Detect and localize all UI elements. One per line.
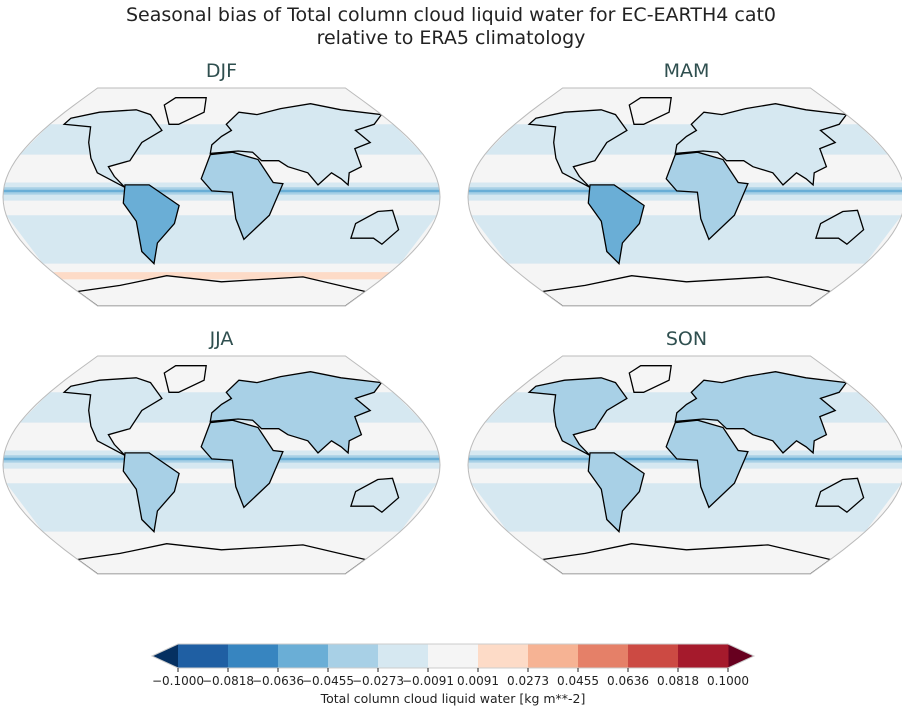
map-panel-jja (2, 355, 441, 575)
coastline-africa (200, 419, 284, 509)
coastline-greenland (628, 97, 672, 125)
coastline-africa (665, 419, 749, 509)
coastline-namerica (62, 109, 163, 188)
colorbar-tick-label: 0.1000 (707, 674, 749, 688)
map-outline (467, 87, 902, 307)
colorbar-extend-high (728, 644, 754, 668)
coastline-australia (350, 477, 400, 514)
coastline-namerica (62, 377, 163, 456)
southern-bias-band (6, 483, 437, 532)
antarctic-positive-bias-band (52, 272, 391, 280)
map-outline (467, 355, 902, 575)
coastline-antarctica (75, 543, 367, 574)
panel-title-djf: DJF (205, 60, 238, 82)
coastline-africa (665, 151, 749, 241)
colorbar-tick-label: −0.1000 (152, 674, 204, 688)
southern-bias-band (471, 483, 902, 532)
colorbar-tick-label: −0.0818 (202, 674, 254, 688)
colorbar-bin (328, 644, 379, 668)
coastline-eurasia (674, 371, 848, 455)
southern-bias-band (6, 215, 437, 264)
panel-title-son: SON (665, 328, 708, 350)
colorbar-bin (428, 644, 479, 668)
coastline-samerica (122, 452, 180, 533)
colorbar-tick-label: −0.0273 (352, 674, 404, 688)
coastline-namerica (527, 377, 628, 456)
colorbar-tick-label: −0.0091 (402, 674, 454, 688)
colorbar-bin (228, 644, 279, 668)
map-outline (2, 355, 441, 575)
colorbar-bin (478, 644, 529, 668)
coastline-namerica (527, 109, 628, 188)
map-panel-son (467, 355, 902, 575)
colorbar-bin (628, 644, 679, 668)
coastline-samerica (587, 452, 645, 533)
coastline-antarctica (540, 543, 832, 574)
coastline-greenland (163, 97, 207, 125)
colorbar-tick-label: 0.0273 (507, 674, 549, 688)
coastline-antarctica (75, 275, 367, 306)
colorbar: −0.1000−0.0818−0.0636−0.0455−0.0273−0.00… (150, 643, 756, 706)
coastline-australia (815, 477, 865, 514)
colorbar-tick-label: −0.0455 (302, 674, 354, 688)
coastline-eurasia (209, 371, 383, 455)
colorbar-bin (178, 644, 229, 668)
colorbar-bin (278, 644, 329, 668)
map-panel-mam (467, 87, 902, 307)
colorbar-extend-low (152, 644, 178, 668)
coastline-eurasia (674, 103, 848, 187)
colorbar-bin (378, 644, 429, 668)
coastline-antarctica (540, 275, 832, 306)
colorbar-tick-label: 0.0818 (657, 674, 699, 688)
coastline-greenland (628, 365, 672, 393)
southern-bias-band (471, 215, 902, 264)
colorbar-tick-label: −0.0636 (252, 674, 304, 688)
coastline-australia (350, 209, 400, 246)
chart-title: Seasonal bias of Total column cloud liqu… (125, 4, 777, 26)
coastline-samerica (122, 184, 180, 265)
panel-title-jja: JJA (209, 328, 234, 350)
colorbar-tick-label: 0.0455 (557, 674, 599, 688)
chart-subtitle: relative to ERA5 climatology (316, 27, 586, 49)
colorbar-tick-label: 0.0636 (607, 674, 649, 688)
coastline-africa (200, 151, 284, 241)
colorbar-label: Total column cloud liquid water [kg m**-… (320, 691, 586, 706)
colorbar-tick-label: 0.0091 (457, 674, 499, 688)
coastline-eurasia (209, 103, 383, 187)
colorbar-bin (578, 644, 629, 668)
coastline-australia (815, 209, 865, 246)
colorbar-bin (678, 644, 729, 668)
coastline-samerica (587, 184, 645, 265)
colorbar-bin (528, 644, 579, 668)
map-panel-djf (2, 87, 441, 307)
coastline-greenland (163, 365, 207, 393)
panel-title-mam: MAM (663, 60, 710, 82)
map-outline (2, 87, 441, 307)
